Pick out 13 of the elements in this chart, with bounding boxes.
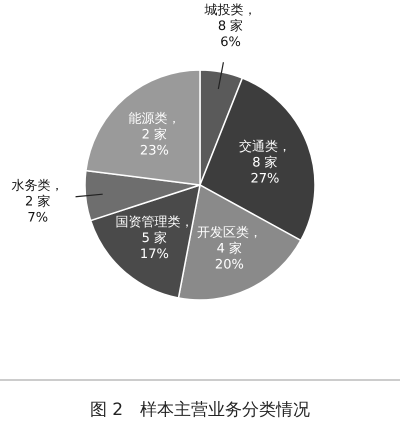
data-label: 7% bbox=[27, 210, 48, 226]
data-label: 27% bbox=[250, 172, 280, 187]
data-label: 23% bbox=[140, 143, 169, 158]
data-label: 17% bbox=[140, 246, 169, 262]
text: 图 2 样本主营业务分类情况 bbox=[90, 400, 310, 420]
data-label: 6% bbox=[220, 34, 241, 50]
slice-label: 开发区类，4 家 bbox=[196, 225, 262, 256]
data-label: 20% bbox=[214, 257, 244, 272]
slice-label: 能源类，2 家 bbox=[128, 111, 180, 142]
slice-label: 水务类，2 家 bbox=[12, 178, 64, 210]
slice-label: 国资管理类，5 家 bbox=[115, 214, 194, 246]
slice-label: 城投类，8 家 bbox=[204, 2, 257, 34]
slice-label: 交通类，8 家 bbox=[238, 138, 291, 171]
